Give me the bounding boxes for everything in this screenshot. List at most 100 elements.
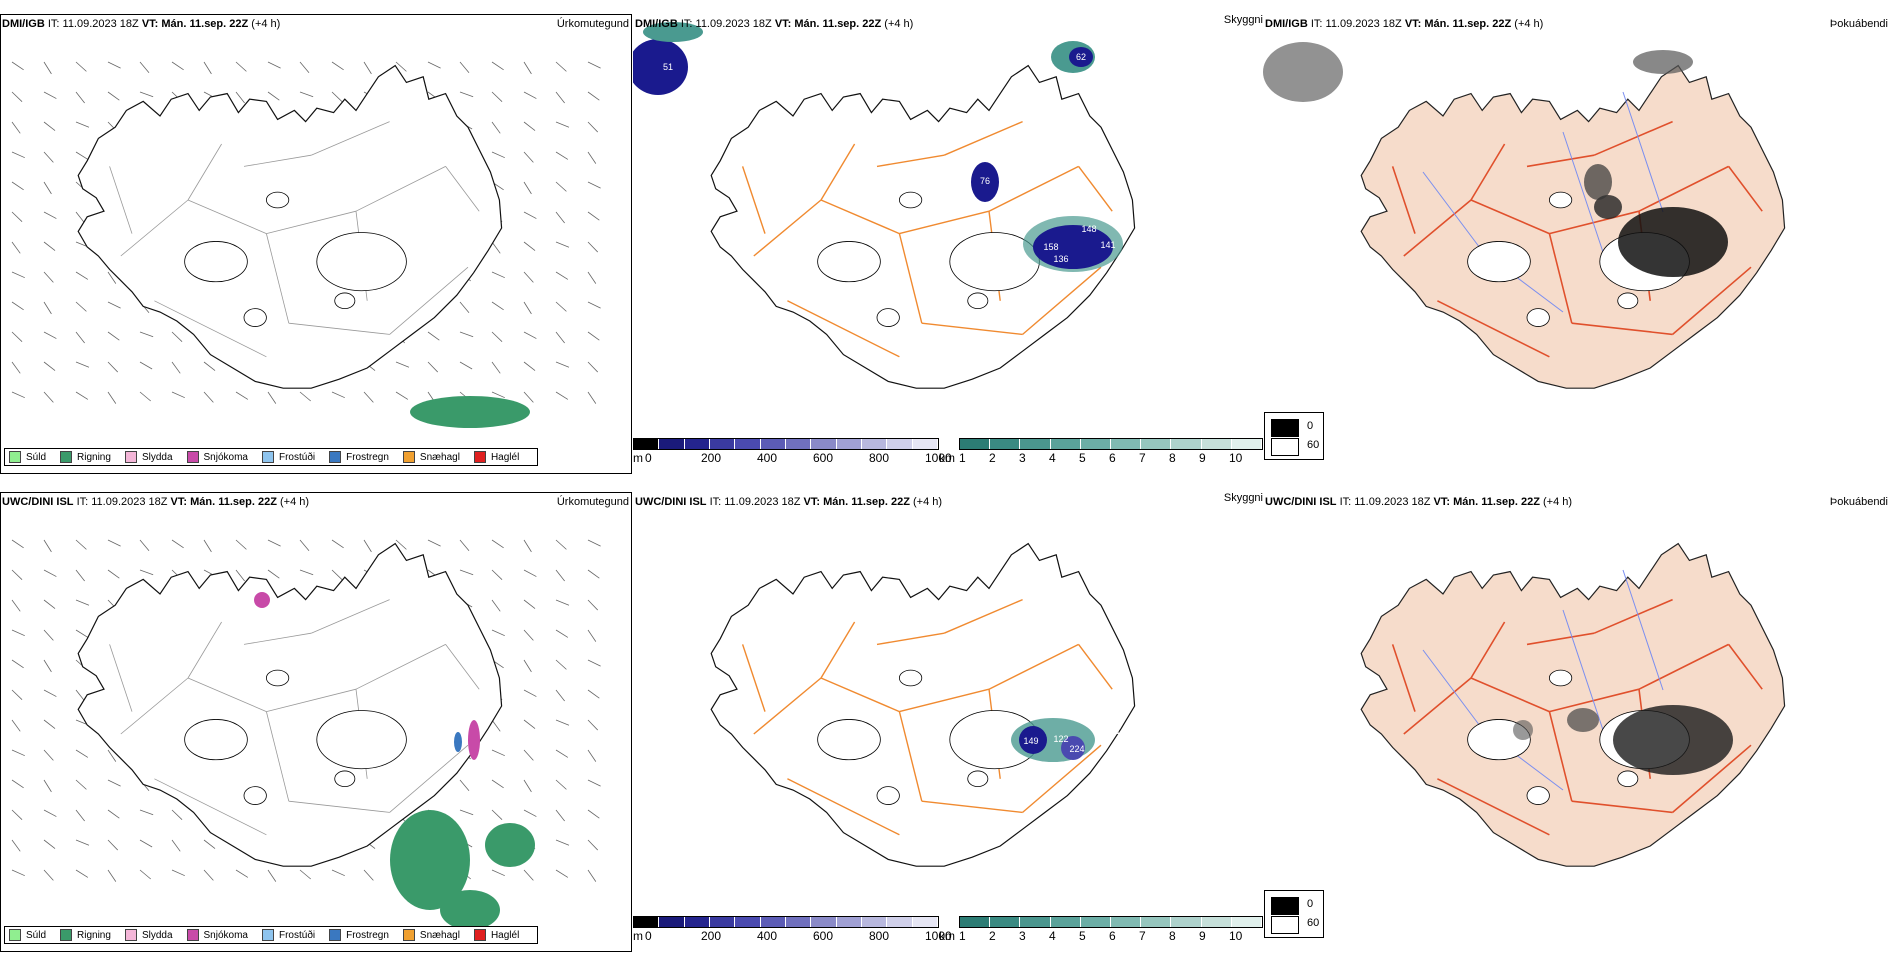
rain-area	[410, 396, 530, 428]
legend-label: Frostúði	[278, 451, 316, 463]
visibility-tick-label: 8	[1169, 929, 1176, 943]
river	[1422, 649, 1484, 731]
road	[741, 166, 766, 234]
low-ceiling-area	[1033, 225, 1113, 269]
ceiling-tick-label: 400	[757, 929, 778, 943]
visibility-tick-label: 2	[989, 929, 996, 943]
wind-barb	[523, 719, 536, 729]
legend-swatch	[402, 929, 415, 941]
road	[187, 199, 267, 234]
wind-barb	[43, 91, 57, 99]
wind-barb	[523, 809, 537, 817]
glacier-outline	[243, 308, 267, 327]
legend-label: Súld	[26, 929, 47, 941]
wind-barb	[203, 61, 212, 75]
wind-barb	[75, 391, 89, 400]
road-network	[741, 120, 1113, 358]
wind-barb	[43, 569, 57, 577]
road	[288, 322, 390, 335]
glacier-outline	[898, 191, 923, 209]
legend-swatch	[329, 929, 342, 941]
visibility-tick-label: 8	[1169, 451, 1176, 465]
wind-barb	[11, 211, 23, 223]
model-name: UWC/DINI ISL	[1265, 496, 1337, 508]
iceland-outline	[77, 542, 503, 867]
wind-barb	[171, 869, 185, 877]
wind-barb	[107, 569, 120, 579]
wind-barb	[43, 151, 54, 163]
wind-barb	[11, 91, 23, 103]
legend-label: Frostregn	[346, 451, 389, 463]
cloud-light-label: 60	[1307, 917, 1320, 929]
wind-barb	[11, 779, 24, 789]
wind-barb	[75, 211, 85, 224]
ceiling-visibility-panel: 149 122 224 131 UWC/DINI ISL IT: 11.09.2023…	[633, 490, 1263, 960]
road	[820, 143, 856, 201]
glacier-outline	[898, 669, 923, 687]
low-ceiling-area	[1061, 736, 1085, 760]
wind-barb	[587, 839, 599, 851]
glacier-outline	[1548, 669, 1573, 687]
snow-area	[468, 720, 480, 760]
wind-barb	[267, 61, 281, 69]
wind-barb	[11, 241, 21, 254]
river	[1622, 91, 1664, 213]
fog-area	[1567, 708, 1599, 732]
road	[943, 598, 1023, 634]
visibility-tick-label: 9	[1199, 451, 1206, 465]
road	[1571, 322, 1673, 336]
glacier-outline	[243, 786, 267, 805]
rain-area	[485, 823, 535, 867]
ceiling-color-cell	[634, 917, 660, 927]
ceiling-value-label: 224	[1069, 744, 1084, 754]
visibility-color-cell	[1020, 917, 1051, 927]
wind-barb	[43, 659, 52, 673]
visibility-color-cell	[1141, 439, 1172, 449]
legend-swatch	[402, 451, 415, 463]
wind-barb	[171, 331, 183, 343]
wind-barb	[203, 391, 214, 403]
wind-barb	[555, 181, 567, 192]
panel-title: Úrkomutegund	[556, 18, 629, 30]
wind-barb	[491, 779, 504, 789]
wind-barb	[11, 749, 25, 757]
wind-barb	[459, 809, 474, 816]
wind-barb	[107, 361, 119, 373]
ceiling-visibility-panel: 51 62 76 148 158 136 141 DMI/IGB IT: 11.09.202…	[633, 12, 1263, 482]
wind-barb	[523, 241, 536, 251]
wind-barb	[555, 61, 567, 72]
wind-barb	[555, 689, 565, 702]
wind-barb	[523, 121, 536, 131]
fog-indicator-panel: DMI/IGB IT: 11.09.2023 18Z VT: Mán. 11.s…	[1263, 12, 1900, 482]
glacier-outline	[265, 669, 290, 687]
ceiling-color-cell	[760, 917, 786, 927]
wind-barb	[331, 91, 343, 103]
wind-barb	[75, 749, 89, 758]
wind-barb	[491, 749, 505, 757]
road	[753, 677, 822, 735]
panel-header: DMI/IGB IT: 11.09.2023 18Z VT: Mán. 11.s…	[1265, 18, 1543, 30]
wind-barb	[555, 211, 565, 224]
init-time: IT: 11.09.2023 18Z	[47, 18, 139, 30]
wind-barb	[11, 659, 24, 669]
wind-barb	[459, 779, 470, 791]
glacier-outline	[1526, 308, 1550, 327]
wind-barb	[587, 361, 599, 373]
visibility-tick-label: 7	[1139, 451, 1146, 465]
init-time: IT: 11.09.2023 18Z	[1310, 18, 1402, 30]
cloud-light-swatch	[1271, 438, 1299, 456]
wind-barb	[75, 151, 89, 160]
wind-barb	[587, 569, 600, 579]
legend-swatch	[473, 929, 486, 941]
road	[154, 778, 267, 836]
valid-time: Mán. 11.sep. 22Z	[1424, 18, 1512, 30]
road	[288, 800, 390, 813]
road	[243, 154, 312, 167]
visibility-color-cell	[1050, 439, 1081, 449]
legend-label: Snæhagl	[419, 451, 460, 463]
legend-item: Rigning	[60, 929, 111, 941]
wind-barb	[491, 241, 501, 254]
wind-barb	[587, 539, 601, 547]
visibility-unit: km	[939, 929, 955, 943]
